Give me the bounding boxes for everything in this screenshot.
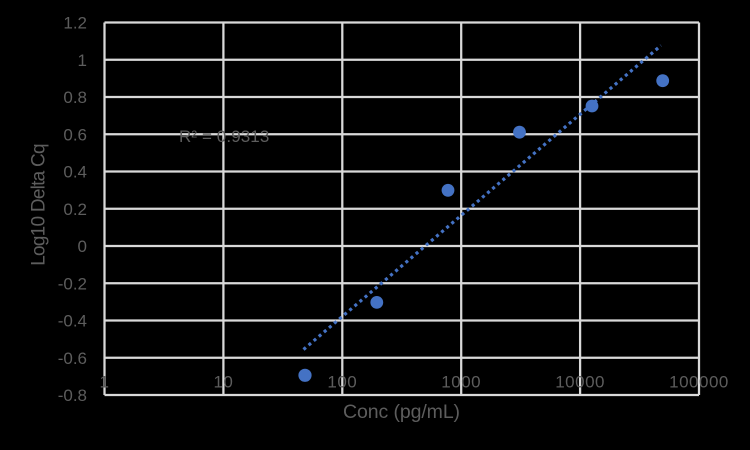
svg-text:-0.6: -0.6 xyxy=(58,349,87,368)
svg-text:1: 1 xyxy=(78,51,87,70)
svg-text:-0.8: -0.8 xyxy=(58,386,87,405)
svg-text:10000: 10000 xyxy=(555,373,605,392)
svg-text:-0.2: -0.2 xyxy=(58,274,87,293)
svg-text:100000: 100000 xyxy=(669,373,729,392)
svg-text:1: 1 xyxy=(100,373,110,392)
svg-text:0.2: 0.2 xyxy=(63,200,87,219)
svg-text:Conc (pg/mL): Conc (pg/mL) xyxy=(343,401,460,423)
svg-text:0: 0 xyxy=(78,237,87,256)
svg-text:0.6: 0.6 xyxy=(63,125,87,144)
svg-text:-0.4: -0.4 xyxy=(58,312,87,331)
svg-text:100: 100 xyxy=(327,373,357,392)
svg-text:10: 10 xyxy=(213,373,233,392)
svg-text:1.2: 1.2 xyxy=(63,14,87,33)
svg-text:Log10 Delta Cq: Log10 Delta Cq xyxy=(29,144,50,266)
svg-text:0.8: 0.8 xyxy=(63,88,87,107)
svg-text:R² = 0.9313: R² = 0.9313 xyxy=(179,127,269,146)
svg-text:1000: 1000 xyxy=(441,373,481,392)
svg-text:0.4: 0.4 xyxy=(63,163,87,182)
